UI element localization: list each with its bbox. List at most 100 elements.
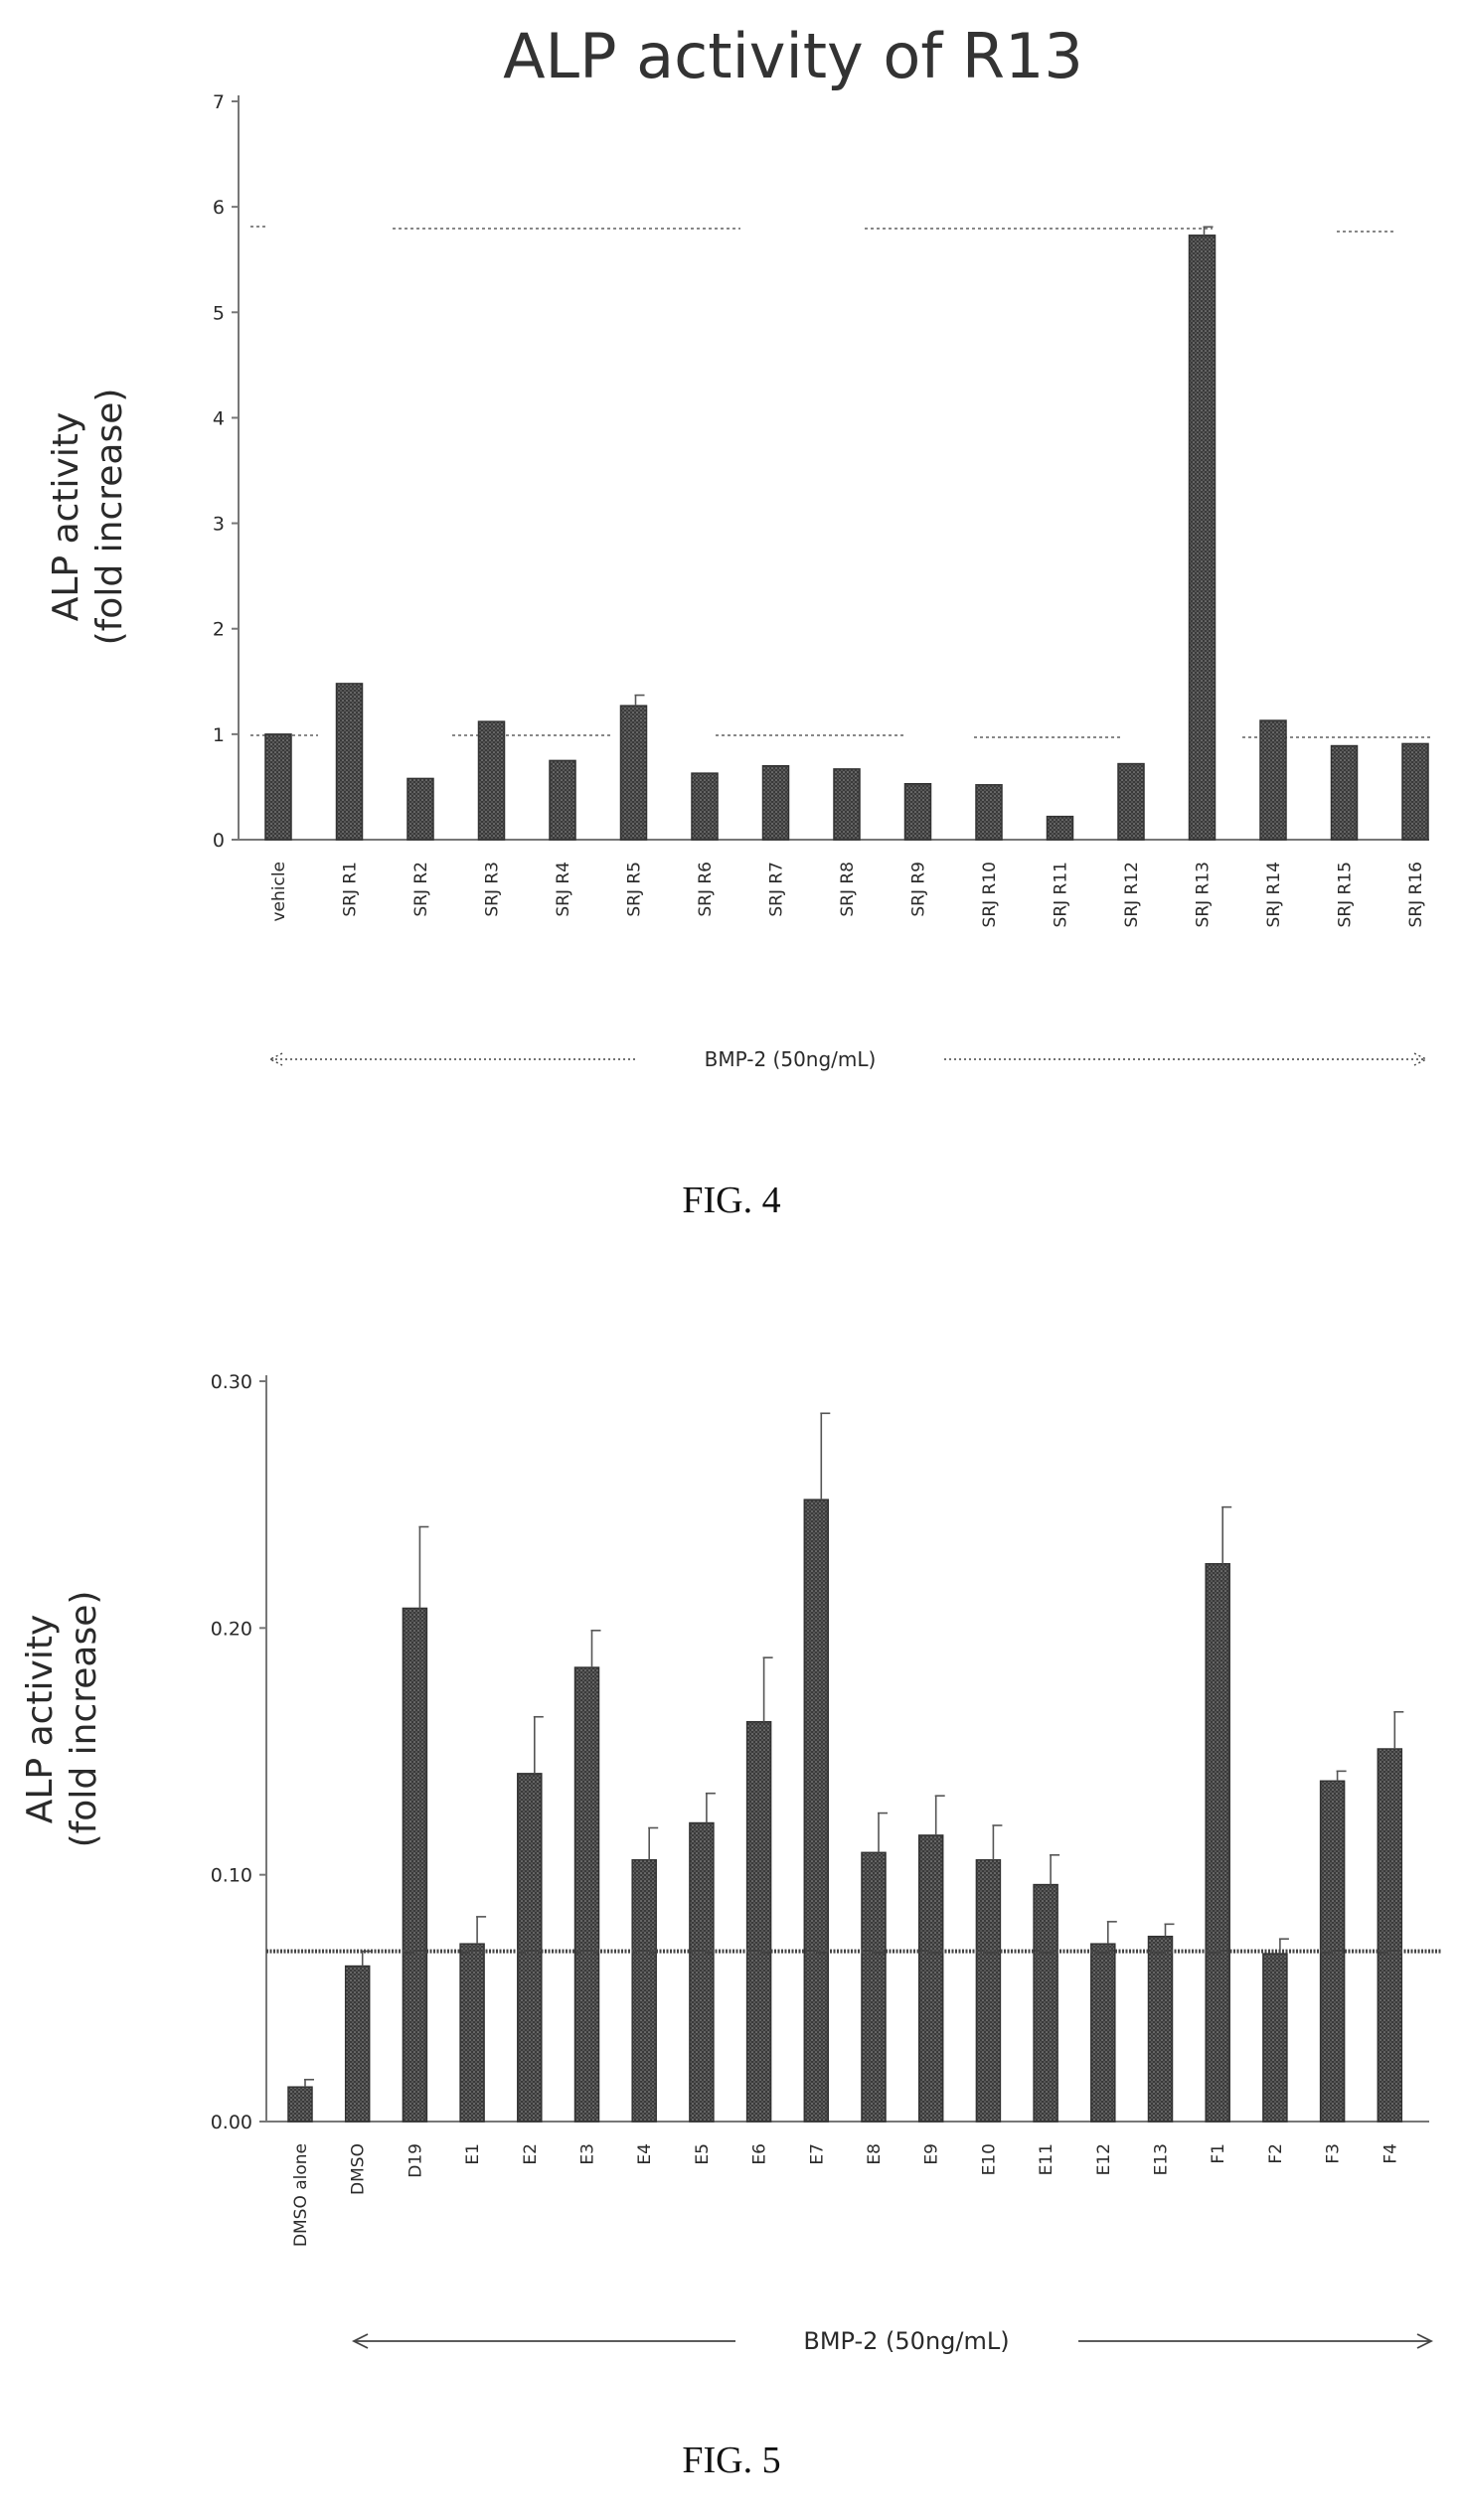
bar (745, 1720, 772, 2123)
x-category-label: E11 (1037, 2143, 1057, 2175)
x-category-label: SRJ R2 (411, 862, 431, 917)
x-category-label: E5 (693, 2143, 713, 2165)
x-category-label: vehicle (269, 862, 289, 922)
y-tick-label: 1 (213, 724, 225, 746)
y-tick-label: 0.00 (211, 2112, 252, 2133)
bar (1205, 1563, 1230, 2123)
bar (1262, 1953, 1288, 2123)
fig5-caption: FIG. 5 (682, 2440, 780, 2481)
fig4-chart: ALP activity of R13 ALP activity (fold i… (46, 20, 1431, 1221)
bar (1401, 742, 1429, 841)
bar (517, 1773, 543, 2123)
y-tick-label: 2 (213, 619, 225, 641)
x-category-label: SRJ R14 (1264, 862, 1284, 927)
bar (691, 772, 719, 841)
bar (1046, 815, 1074, 841)
x-category-label: SRJ R3 (483, 862, 503, 917)
bar (459, 1943, 485, 2123)
x-category-label: E3 (578, 2143, 598, 2165)
fig5-y-axis-label: ALP activity (fold increase) (20, 1591, 104, 1848)
bar (402, 1607, 428, 2123)
bar (344, 1965, 371, 2123)
x-category-label: SRJ R13 (1194, 862, 1214, 927)
bar (1330, 744, 1359, 841)
x-category-label: F3 (1324, 2143, 1344, 2164)
fig4-category-labels: vehicle SRJ R1 SRJ R2 SRJ R3 SRJ R4 SRJ R5 SRJ… (269, 862, 1426, 927)
y-tick-label: 0.10 (211, 1865, 252, 1887)
bar (975, 1859, 1002, 2123)
x-category-label: E13 (1152, 2143, 1172, 2175)
x-category-label: E2 (521, 2143, 541, 2165)
bar (1188, 235, 1217, 841)
bar (477, 720, 506, 841)
x-category-label: SRJ R11 (1052, 862, 1071, 927)
bar (761, 764, 790, 841)
x-category-label: SRJ R15 (1336, 862, 1356, 927)
x-category-label: SRJ R8 (838, 862, 858, 917)
fig5-bars (287, 1412, 1404, 2123)
bar (264, 733, 292, 841)
fig5-chart: ALP activity (fold increase) 0.00 0.10 0.2… (20, 1371, 1441, 2481)
x-category-label: SRJ R7 (767, 862, 787, 917)
x-category-label: E6 (750, 2143, 770, 2165)
fig4-dotted-guides (250, 226, 1431, 738)
bar (406, 777, 434, 841)
bar (549, 759, 576, 841)
fig4-ylabel-line2: (fold increase) (89, 389, 130, 646)
x-category-label: E10 (979, 2143, 999, 2175)
bar (1259, 719, 1287, 841)
y-tick-label: 3 (213, 514, 225, 536)
bar (1090, 1943, 1116, 2123)
fig5-category-labels: DMSO alone DMSO D19 E1 E2 E3 E4 E5 E6 E7 E8 E9 E10 E1… (291, 2143, 1400, 2247)
x-category-label: DMSO alone (291, 2143, 311, 2247)
fig4-bars (264, 226, 1429, 841)
bar (917, 1834, 944, 2123)
x-category-label: E4 (635, 2143, 655, 2165)
y-tick-label: 0.20 (211, 1618, 252, 1640)
bar (573, 1666, 600, 2123)
bar (861, 1851, 887, 2123)
fig4-title: ALP activity of R13 (503, 20, 1083, 92)
fig5-ylabel-line2: (fold increase) (64, 1591, 104, 1848)
bar (1033, 1883, 1058, 2123)
x-category-label: D19 (406, 2143, 425, 2178)
fig5-ylabel-line1: ALP activity (20, 1615, 61, 1824)
bar (1377, 1748, 1403, 2123)
bar (287, 2086, 313, 2123)
y-tick-label: 7 (213, 91, 225, 113)
y-tick-label: 0.30 (211, 1371, 252, 1393)
fig4-axes: 0 1 2 3 4 5 6 7 (213, 91, 1429, 852)
fig5-bmp2-label: BMP-2 (50ng/mL) (803, 2327, 1009, 2355)
x-category-label: F2 (1266, 2143, 1286, 2164)
fig4-bmp2-annotation: BMP-2 (50ng/mL) (268, 1047, 1428, 1071)
x-category-label: SRJ R1 (341, 862, 361, 917)
x-category-label: E1 (463, 2143, 483, 2165)
x-category-label: SRJ R5 (625, 862, 645, 917)
fig4-y-axis-label: ALP activity (fold increase) (46, 389, 130, 646)
y-tick-label: 6 (213, 197, 225, 219)
fig4-bmp2-label: BMP-2 (50ng/mL) (705, 1047, 877, 1071)
fig4-caption: FIG. 4 (682, 1180, 780, 1221)
x-category-label: F4 (1381, 2143, 1400, 2164)
bar (975, 784, 1003, 841)
x-category-label: DMSO (349, 2143, 369, 2195)
bar (803, 1498, 830, 2123)
fig4-ylabel-line1: ALP activity (46, 412, 86, 622)
x-category-label: SRJ R4 (554, 862, 573, 917)
bar (1117, 762, 1145, 841)
x-category-label: SRJ R9 (909, 862, 929, 917)
bar (689, 1821, 715, 2123)
bar (903, 782, 932, 841)
x-category-label: SRJ R12 (1122, 862, 1142, 927)
x-category-label: E12 (1094, 2143, 1114, 2175)
x-category-label: SRJ R16 (1406, 862, 1426, 927)
y-tick-label: 5 (213, 302, 225, 324)
x-category-label: E9 (922, 2143, 942, 2165)
bar (1147, 1936, 1174, 2123)
y-tick-label: 4 (213, 407, 225, 429)
bar (833, 768, 861, 841)
x-category-label: E7 (807, 2143, 827, 2165)
bar (335, 683, 364, 841)
bar (631, 1859, 657, 2123)
